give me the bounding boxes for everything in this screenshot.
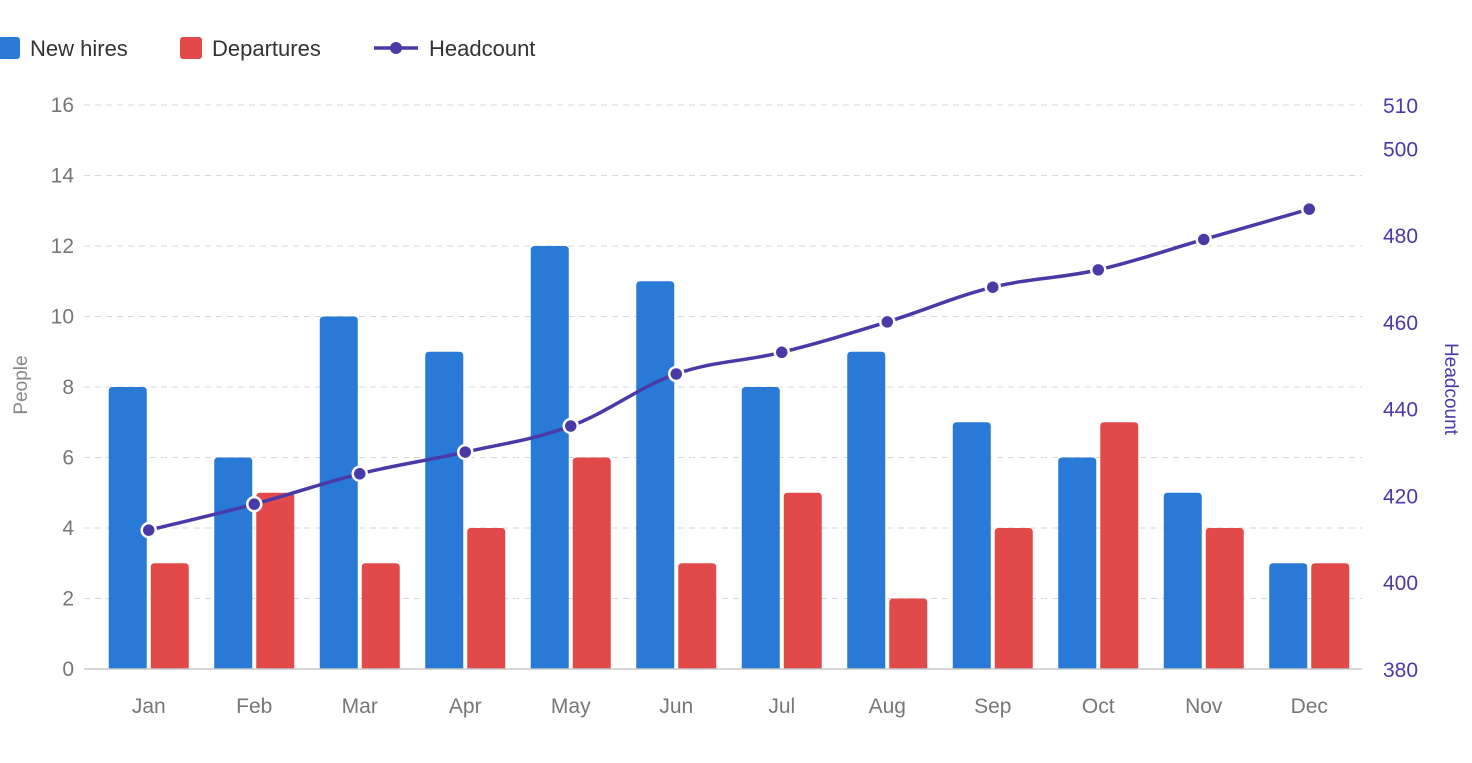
bar-new-hires (425, 351, 464, 669)
bar-departures (1100, 422, 1139, 669)
headcount-point (773, 344, 790, 361)
bar-new-hires (214, 457, 253, 669)
bar-departures (678, 563, 717, 669)
y-right-tick-label: 380 (1383, 659, 1418, 682)
headcount-point (879, 313, 896, 331)
bar-departures (467, 528, 506, 669)
y-left-axis-title: People (11, 355, 32, 414)
bar-new-hires (847, 351, 886, 669)
headcount-point (1301, 200, 1318, 218)
bar-departures (889, 598, 928, 669)
bar-departures (572, 457, 611, 669)
legend-label-departures: Departures (212, 36, 321, 61)
bar-new-hires (741, 387, 780, 669)
legend-swatch-new-hires (0, 37, 20, 59)
y-left-tick-label: 10 (51, 306, 74, 329)
bar-new-hires (1058, 457, 1097, 669)
bar-departures (361, 563, 400, 669)
x-tick-label: Mar (342, 695, 378, 718)
x-tick-label: Feb (236, 695, 272, 718)
bar-departures (1205, 528, 1244, 669)
headcount-point (668, 365, 685, 383)
headcount-point (140, 521, 157, 539)
x-tick-label: Jan (132, 695, 166, 718)
headcount-point (1090, 261, 1107, 279)
bar-departures (783, 492, 822, 669)
headcount-point (457, 443, 474, 461)
x-tick-label: Jun (659, 695, 693, 718)
y-right-tick-label: 510 (1383, 95, 1418, 118)
x-tick-label: May (551, 695, 591, 718)
headcount-point (984, 278, 1001, 296)
x-tick-label: Nov (1185, 695, 1223, 718)
line-layer (140, 200, 1318, 539)
x-tick-label: Sep (974, 695, 1011, 718)
legend-marker-headcount (390, 42, 402, 54)
bar-departures (994, 528, 1033, 669)
legend-label-headcount: Headcount (429, 36, 535, 61)
x-tick-label: Dec (1291, 695, 1328, 718)
bar-new-hires (636, 281, 675, 669)
y-right-tick-label: 500 (1383, 138, 1418, 161)
bar-new-hires (319, 316, 358, 669)
headcount-point (246, 495, 263, 513)
y-right-tick-label: 420 (1383, 485, 1418, 508)
bar-departures (256, 492, 295, 669)
y-left-tick-label: 12 (51, 235, 74, 258)
headcount-point (1195, 231, 1212, 248)
headcount-line (147, 207, 1311, 532)
bar-departures (150, 563, 189, 669)
x-tick-label: Apr (449, 695, 482, 718)
y-left-tick-label: 4 (62, 517, 74, 540)
y-right-tick-label: 440 (1383, 399, 1418, 422)
y-left-tick-label: 0 (62, 658, 74, 681)
bar-new-hires (530, 246, 569, 669)
headcount-point (351, 465, 368, 483)
x-tick-label: Jul (768, 695, 795, 718)
y-left-tick-label: 8 (62, 376, 74, 399)
x-tick-label: Aug (869, 695, 906, 718)
y-right-axis-title: Headcount (1440, 343, 1461, 436)
bar-departures (1311, 563, 1350, 669)
y-left-tick-label: 2 (62, 588, 74, 611)
y-left-tick-label: 6 (62, 447, 74, 470)
legend-label-new-hires: New hires (30, 36, 128, 61)
bar-new-hires (1269, 563, 1308, 669)
bar-new-hires (108, 387, 147, 669)
grid-layer (84, 104, 1362, 599)
y-left-tick-label: 16 (51, 94, 74, 117)
bar-new-hires (1163, 492, 1202, 669)
axes-layer: 0 2 4 6 8 10 12 14 16 380 400 420 440 460 480 500 510 Peo… (11, 94, 1461, 718)
headcount-point (562, 417, 579, 435)
legend-layer: New hires Departures Headcount (0, 36, 535, 61)
x-tick-label: Oct (1082, 695, 1115, 718)
y-right-tick-label: 400 (1383, 572, 1418, 595)
legend-swatch-departures (180, 37, 202, 59)
y-left-tick-label: 14 (51, 165, 75, 188)
y-right-tick-label: 480 (1383, 225, 1418, 248)
y-right-tick-label: 460 (1383, 312, 1418, 335)
bar-new-hires (952, 422, 991, 669)
